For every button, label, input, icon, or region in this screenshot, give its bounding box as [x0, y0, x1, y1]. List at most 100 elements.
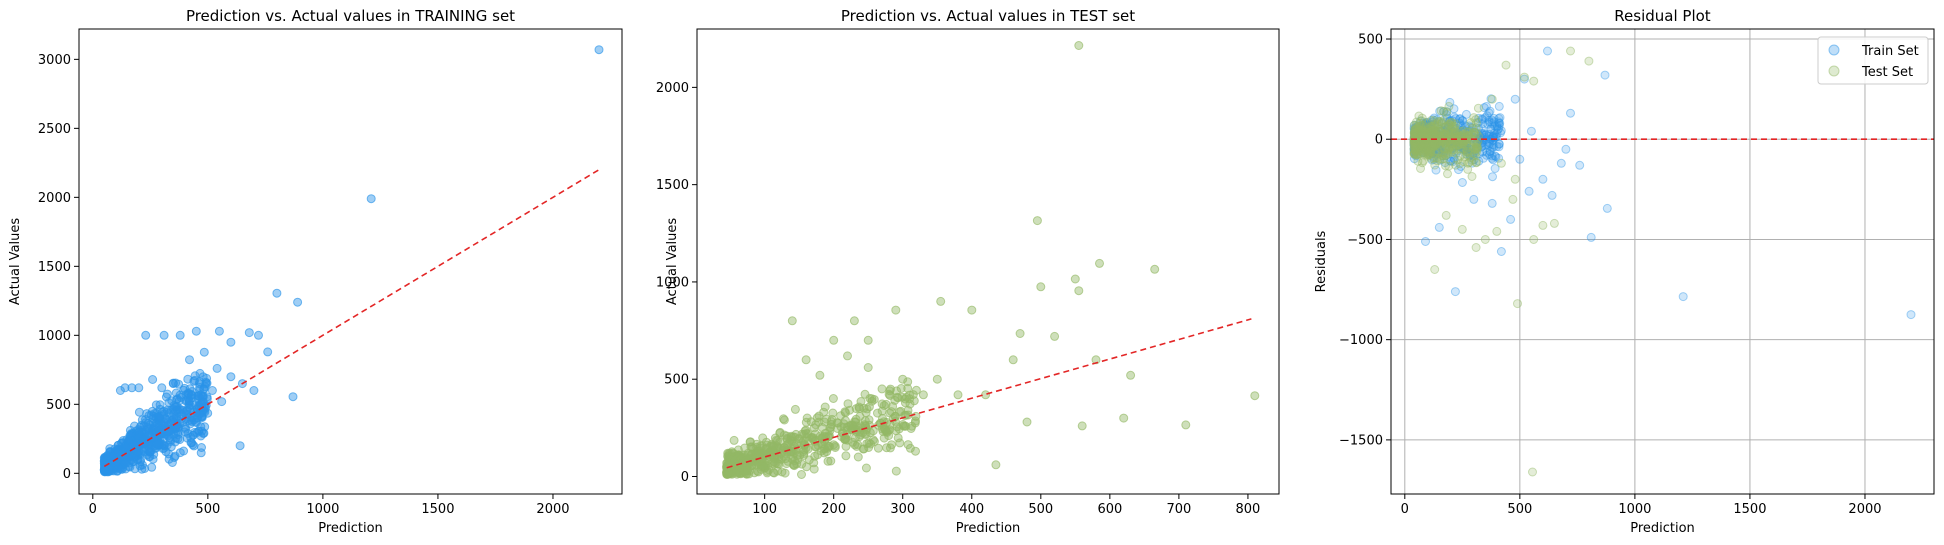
data-point [1416, 141, 1426, 151]
data-point [1455, 151, 1465, 161]
x-tick-label: 600 [1097, 502, 1122, 517]
data-point [1464, 126, 1473, 136]
data-point [1435, 154, 1445, 164]
data-point [1418, 129, 1428, 139]
data-point [1413, 127, 1423, 137]
data-point [1420, 129, 1430, 139]
data-point [1413, 138, 1423, 148]
data-point [1418, 118, 1428, 128]
data-point [1409, 149, 1419, 159]
data-point [1425, 126, 1435, 136]
data-point [1494, 153, 1504, 163]
data-point [1418, 148, 1428, 157]
data-point [187, 438, 197, 448]
data-point [817, 433, 827, 443]
data-point [1434, 117, 1444, 127]
data-point [803, 429, 813, 439]
data-point [1410, 142, 1420, 152]
data-point [1486, 94, 1496, 104]
data-point [1443, 122, 1453, 132]
data-point [1449, 121, 1459, 131]
data-point [1441, 151, 1451, 161]
data-point [1418, 125, 1428, 135]
data-point [1465, 150, 1475, 160]
data-point [1471, 144, 1480, 154]
data-point [1466, 140, 1476, 150]
data-point [1414, 130, 1423, 140]
data-point [1454, 140, 1464, 150]
data-point [1432, 146, 1441, 156]
data-point [885, 386, 895, 396]
legend-label-test: Test Set [1861, 65, 1913, 80]
data-point [1547, 190, 1557, 200]
x-tick-label: 500 [195, 502, 220, 517]
training-scatter-panel: 0 500 1000 1500 2000 0 500 1000 1500 2000 2500 300… [8, 7, 623, 536]
data-point [1453, 140, 1463, 150]
data-point [1441, 140, 1451, 150]
data-point [1482, 111, 1492, 121]
y-tick-label: 1500 [38, 260, 71, 275]
data-point [1482, 147, 1492, 157]
data-point [1421, 147, 1431, 157]
data-point [1491, 152, 1501, 162]
data-point [214, 326, 224, 336]
data-point [1418, 128, 1428, 138]
plot-area [1391, 29, 1934, 494]
x-tick-label: 100 [752, 502, 777, 517]
x-tick-label: 1500 [421, 502, 454, 517]
data-point [1050, 331, 1060, 341]
data-point [1477, 135, 1487, 145]
data-point [1409, 140, 1419, 150]
data-point [1446, 117, 1456, 127]
data-point [1425, 145, 1435, 155]
data-point [1417, 142, 1427, 151]
data-point [1438, 131, 1448, 141]
data-point [735, 468, 745, 478]
data-point [272, 288, 282, 298]
data-point [1410, 129, 1420, 139]
data-point [1488, 172, 1497, 182]
data-point [1417, 158, 1427, 168]
data-point [1412, 127, 1422, 137]
data-point [1433, 127, 1443, 136]
data-point [1426, 127, 1436, 137]
data-point [1418, 129, 1428, 138]
data-point [1416, 139, 1426, 149]
data-point [1427, 133, 1437, 143]
data-point [1450, 127, 1460, 137]
data-point [1452, 137, 1462, 147]
data-point [1452, 123, 1462, 133]
data-point [1449, 153, 1459, 163]
chart-title: Residual Plot [1614, 7, 1711, 25]
data-point [1462, 143, 1472, 153]
data-point [1494, 119, 1504, 128]
data-point [1441, 144, 1451, 154]
data-point [767, 439, 777, 449]
data-point [1482, 150, 1492, 160]
data-point [1441, 161, 1450, 171]
data-point [1438, 151, 1448, 161]
data-point [1433, 131, 1443, 141]
data-point [1422, 142, 1432, 152]
data-point [1411, 127, 1421, 137]
axes-frame [78, 28, 623, 495]
data-point [1433, 117, 1443, 127]
data-point [1494, 114, 1504, 123]
data-point [197, 411, 207, 421]
data-point [1418, 129, 1428, 139]
points-layer [99, 45, 604, 477]
data-point [1415, 127, 1425, 136]
data-point [1501, 60, 1511, 70]
data-point [249, 386, 259, 395]
data-point [1496, 126, 1506, 136]
data-point [1417, 128, 1427, 138]
data-point [1422, 143, 1432, 153]
data-point [1423, 120, 1433, 130]
data-point [1416, 164, 1425, 173]
data-point [1471, 158, 1481, 168]
data-point [1413, 145, 1423, 155]
data-point [1445, 116, 1455, 126]
data-point [1409, 123, 1419, 133]
data-point [235, 441, 245, 451]
data-point [1487, 153, 1497, 163]
